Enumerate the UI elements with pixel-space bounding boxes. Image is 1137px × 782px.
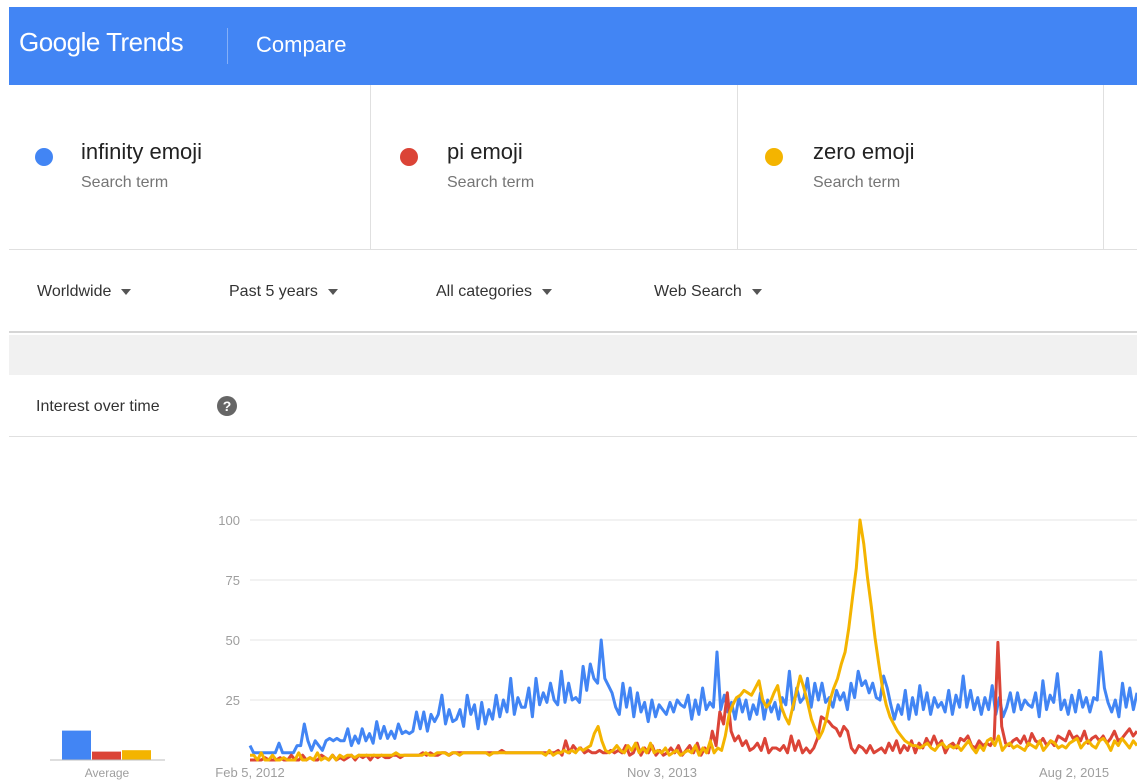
divider-strip [9,335,1137,375]
x-axis-labels: Feb 5, 2012 Nov 3, 2013 Aug 2, 2015 [215,765,1109,780]
x-tick-label: Nov 3, 2013 [627,765,697,780]
average-bar [92,751,121,760]
term-name: pi emoji [447,139,523,164]
average-bar [62,730,91,760]
caret-down-icon [327,288,338,295]
search-property-dropdown[interactable]: Web Search [654,283,762,301]
time-range-dropdown[interactable]: Past 5 years [229,283,338,301]
term-card-pi[interactable]: pi emoji Search term [371,85,737,250]
series-line-infinity-emoji [248,638,1137,755]
term-color-dot [400,148,418,166]
help-icon[interactable]: ? [217,396,237,416]
region-dropdown[interactable]: Worldwide [37,283,132,301]
average-bar [122,750,151,760]
category-label: All categories [436,283,533,300]
caret-down-icon [121,288,132,295]
app-header: Google Trends Compare [9,7,1137,85]
y-tick-label: 75 [226,573,240,588]
term-card-zero[interactable]: zero emoji Search term [737,85,1103,250]
property-label: Web Search [654,283,742,300]
x-tick-label: Feb 5, 2012 [215,765,284,780]
average-bars: Average [50,730,165,780]
y-tick-label: 100 [218,513,240,528]
term-type: Search term [447,174,535,191]
x-tick-label: Aug 2, 2015 [1039,765,1109,780]
term-color-dot [35,148,53,166]
filter-bar: Worldwide Past 5 years All categories We… [9,250,1137,333]
caret-down-icon [751,288,762,295]
term-type: Search term [81,174,169,191]
term-card-infinity[interactable]: infinity emoji Search term [9,85,371,250]
section-title: Interest over time [36,398,160,415]
average-label: Average [85,766,130,780]
chart-series [248,518,1137,762]
header-divider [227,28,228,64]
logo-google: Google [19,27,100,57]
search-terms-bar: infinity emoji Search term pi emoji Sear… [9,85,1137,250]
y-tick-label: 50 [226,633,240,648]
series-line-pi-emoji [250,640,1137,762]
logo-trends: Trends [106,27,184,57]
term-separator [370,85,371,250]
google-trends-logo[interactable]: Google Trends [19,27,184,58]
term-separator [1103,85,1104,250]
time-label: Past 5 years [229,283,318,300]
page-title: Compare [256,32,347,57]
caret-down-icon [542,288,553,295]
y-tick-label: 25 [226,693,240,708]
series-line-zero-emoji [250,518,1137,762]
category-dropdown[interactable]: All categories [436,283,553,301]
term-separator [737,85,738,250]
term-name: zero emoji [813,139,915,164]
term-name: infinity emoji [81,139,203,164]
term-color-dot [765,148,783,166]
region-label: Worldwide [37,283,112,300]
interest-over-time-chart: 100 75 50 25 Average Feb 5, 2012 Nov 3, 2013… [50,513,1137,780]
term-type: Search term [813,174,901,191]
interest-over-time-header: Interest over time ? [9,375,1137,437]
